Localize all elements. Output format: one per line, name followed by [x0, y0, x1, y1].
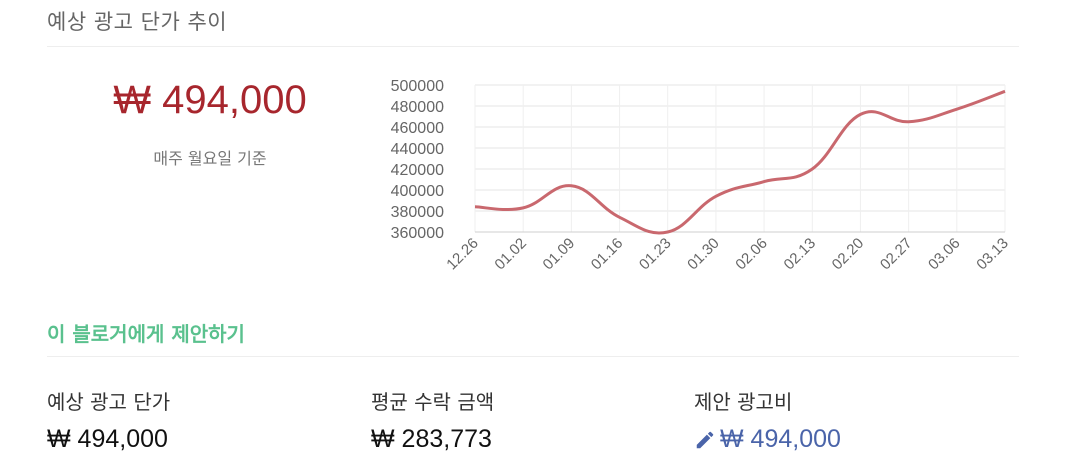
- title-divider: [47, 46, 1019, 47]
- x-tick-label: 01.09: [540, 235, 579, 274]
- y-tick-label: 460000: [391, 120, 444, 137]
- x-tick-label: 02.06: [732, 235, 771, 274]
- propose-heading: 이 블로거에게 제안하기: [47, 322, 245, 346]
- pencil-icon[interactable]: [694, 429, 716, 451]
- estimated-price-value: ₩ 494,000: [47, 425, 168, 453]
- y-tick-label: 380000: [391, 204, 444, 221]
- proposal-fee-value[interactable]: ₩ 494,000: [694, 425, 841, 454]
- x-tick-label: 02.13: [781, 235, 820, 274]
- price-trend-chart: 360000 380000 400000 420000 440000 460000 4800…: [391, 78, 1012, 274]
- x-tick-label: 02.27: [877, 235, 916, 274]
- y-tick-label: 500000: [391, 78, 444, 95]
- x-tick-label: 03.06: [925, 235, 964, 274]
- x-tick-label: 01.23: [636, 235, 675, 274]
- x-tick-label: 02.20: [829, 235, 868, 274]
- y-tick-label: 440000: [391, 141, 444, 158]
- estimated-price-label: 예상 광고 단가: [47, 390, 171, 414]
- propose-divider: [47, 356, 1019, 357]
- x-tick-label: 01.16: [588, 235, 627, 274]
- y-tick-label: 360000: [391, 225, 444, 242]
- section-title: 예상 광고 단가 추이: [47, 10, 228, 34]
- x-tick-label: 01.30: [684, 235, 723, 274]
- average-accepted-label: 평균 수락 금액: [371, 390, 495, 414]
- y-tick-label: 420000: [391, 162, 444, 179]
- average-accepted-value: ₩ 283,773: [371, 425, 492, 453]
- x-tick-label: 12.26: [443, 235, 482, 274]
- proposal-fee-label: 제안 광고비: [694, 390, 793, 414]
- current-price: ₩ 494,000: [113, 78, 307, 122]
- series-line: [474, 89, 1006, 235]
- y-tick-label: 480000: [391, 99, 444, 116]
- proposal-fee-amount: ₩ 494,000: [720, 425, 841, 453]
- x-tick-label: 03.13: [973, 235, 1012, 274]
- y-tick-label: 400000: [391, 183, 444, 200]
- price-basis-note: 매주 월요일 기준: [153, 149, 267, 168]
- x-tick-label: 01.02: [491, 235, 530, 274]
